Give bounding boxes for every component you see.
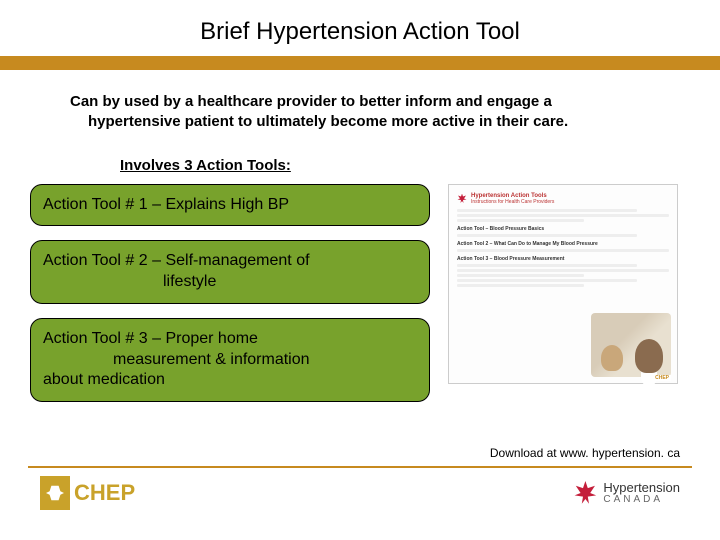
chep-logo-icon bbox=[40, 476, 70, 510]
preview-text-line bbox=[457, 214, 669, 217]
preview-text-line bbox=[457, 269, 669, 272]
intro-text: Can by used by a healthcare provider to … bbox=[0, 70, 720, 133]
preview-text-line bbox=[457, 249, 669, 252]
preview-text-line bbox=[457, 274, 584, 277]
intro-line-1: Can by used by a healthcare provider to … bbox=[70, 93, 552, 110]
footer: CHEP Hypertension CANADA bbox=[0, 476, 720, 510]
preview-brand-line-2: Instructions for Health Care Providers bbox=[471, 199, 554, 205]
hc-line-2: CANADA bbox=[603, 495, 680, 506]
preview-heading-2: Action Tool 2 – What Can Do to Manage My… bbox=[457, 241, 669, 247]
tool-3-line-2: measurement & information bbox=[43, 350, 417, 371]
hc-line-1: Hypertension bbox=[603, 481, 680, 495]
hypertension-canada-logo: Hypertension CANADA bbox=[573, 481, 680, 505]
preview-text-line bbox=[457, 264, 637, 267]
footer-divider bbox=[28, 466, 692, 468]
preview-heading-3: Action Tool 3 – Blood Pressure Measureme… bbox=[457, 256, 669, 262]
chep-logo-text: CHEP bbox=[74, 480, 135, 506]
accent-bar bbox=[0, 56, 720, 70]
action-tool-3: Action Tool # 3 – Proper home measuremen… bbox=[30, 318, 430, 402]
preview-text-line bbox=[457, 219, 584, 222]
page-title: Brief Hypertension Action Tool bbox=[0, 0, 720, 56]
tool-3-line-1: Action Tool # 3 – Proper home bbox=[43, 330, 258, 347]
maple-leaf-icon bbox=[457, 194, 467, 204]
tools-column: Action Tool # 1 – Explains High BP Actio… bbox=[30, 184, 430, 417]
preview-logo: Hypertension Action Tools Instructions f… bbox=[457, 193, 669, 205]
preview-text-line bbox=[457, 234, 637, 237]
tool-3-line-3: about medication bbox=[43, 370, 417, 391]
tool-2-line-1: Action Tool # 2 – Self-management of bbox=[43, 252, 310, 269]
content-row: Action Tool # 1 – Explains High BP Actio… bbox=[0, 184, 720, 417]
chep-shape-icon bbox=[46, 484, 64, 502]
preview-text-line bbox=[457, 209, 637, 212]
hc-logo-text: Hypertension CANADA bbox=[603, 481, 680, 505]
preview-heading-1: Action Tool – Blood Pressure Basics bbox=[457, 226, 669, 232]
download-text: Download at www. hypertension. ca bbox=[490, 446, 680, 460]
preview-text-line bbox=[457, 279, 637, 282]
document-preview: Hypertension Action Tools Instructions f… bbox=[448, 184, 678, 384]
maple-leaf-icon bbox=[573, 481, 597, 505]
preview-text-line bbox=[457, 284, 584, 287]
action-tool-2: Action Tool # 2 – Self-management of lif… bbox=[30, 240, 430, 304]
chep-logo: CHEP bbox=[40, 476, 135, 510]
preview-chep-mini: CHEP bbox=[653, 375, 671, 381]
tool-1-label: Action Tool # 1 – Explains High BP bbox=[43, 196, 289, 213]
tool-2-line-2: lifestyle bbox=[43, 272, 417, 293]
preview-photo bbox=[591, 313, 671, 377]
subheading: Involves 3 Action Tools: bbox=[0, 133, 720, 184]
intro-line-2: hypertensive patient to ultimately becom… bbox=[70, 112, 670, 132]
action-tool-1: Action Tool # 1 – Explains High BP bbox=[30, 184, 430, 227]
preview-brand-line-1: Hypertension Action Tools bbox=[471, 193, 554, 199]
